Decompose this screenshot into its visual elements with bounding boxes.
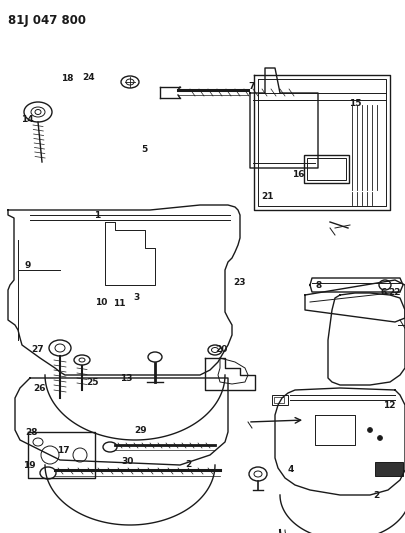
Bar xyxy=(306,158,345,180)
Bar xyxy=(374,462,402,476)
Text: 26: 26 xyxy=(34,384,46,392)
Text: 25: 25 xyxy=(86,378,98,387)
Text: 21: 21 xyxy=(261,192,273,200)
Text: 16: 16 xyxy=(292,171,304,179)
Text: 6: 6 xyxy=(379,288,386,296)
Text: 81J 047 800: 81J 047 800 xyxy=(8,14,86,27)
Text: 14: 14 xyxy=(21,116,34,124)
Text: 18: 18 xyxy=(61,75,73,83)
Ellipse shape xyxy=(377,435,382,440)
Text: 30: 30 xyxy=(122,457,134,465)
Bar xyxy=(273,397,283,403)
Text: 4: 4 xyxy=(286,465,293,473)
Text: 2: 2 xyxy=(185,461,192,469)
Text: 10: 10 xyxy=(95,298,107,307)
Text: 3: 3 xyxy=(132,293,139,302)
Bar xyxy=(271,395,287,405)
Text: 17: 17 xyxy=(56,446,69,455)
Text: 7: 7 xyxy=(248,82,254,91)
Text: 27: 27 xyxy=(31,345,44,353)
Text: 20: 20 xyxy=(215,345,227,353)
Text: 29: 29 xyxy=(133,426,146,435)
Text: 8: 8 xyxy=(315,281,321,289)
Text: 5: 5 xyxy=(141,145,147,154)
Bar xyxy=(303,155,348,183)
Text: 23: 23 xyxy=(233,278,245,287)
Text: 11: 11 xyxy=(113,300,126,308)
Text: 2: 2 xyxy=(372,491,378,500)
Text: 19: 19 xyxy=(23,461,36,470)
Text: 1: 1 xyxy=(94,212,100,220)
Text: 12: 12 xyxy=(383,401,395,409)
Text: 15: 15 xyxy=(348,100,360,108)
Text: 9: 9 xyxy=(24,261,31,270)
Text: 28: 28 xyxy=(26,429,38,437)
Text: 22: 22 xyxy=(388,288,400,296)
Ellipse shape xyxy=(367,427,371,432)
Text: 24: 24 xyxy=(82,73,95,82)
Text: 13: 13 xyxy=(119,374,132,383)
